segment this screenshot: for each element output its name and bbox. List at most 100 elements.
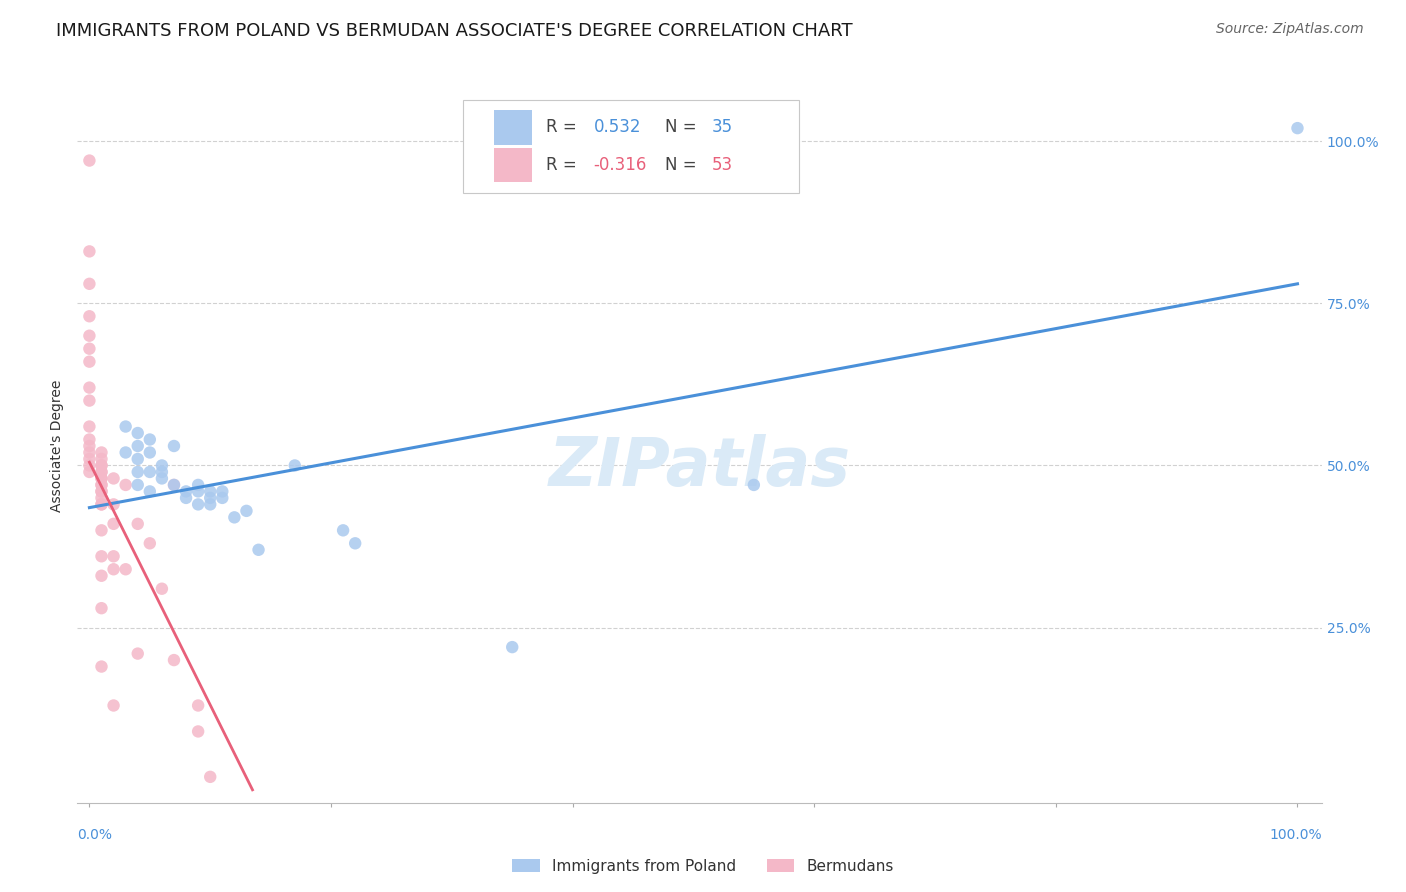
- Point: [187, 497, 209, 511]
- Point: [103, 516, 125, 531]
- Point: [150, 582, 173, 596]
- Point: [90, 465, 112, 479]
- Point: [90, 484, 112, 499]
- Point: [139, 484, 162, 499]
- Point: [224, 510, 246, 524]
- Point: [150, 471, 173, 485]
- Point: [79, 310, 101, 324]
- Point: [127, 439, 149, 453]
- Point: [211, 491, 233, 505]
- Point: [90, 445, 112, 459]
- Point: [163, 478, 186, 492]
- Point: [114, 478, 136, 492]
- Point: [163, 653, 186, 667]
- Point: [139, 536, 162, 550]
- Point: [79, 153, 101, 168]
- Point: [163, 478, 186, 492]
- Text: IMMIGRANTS FROM POLAND VS BERMUDAN ASSOCIATE'S DEGREE CORRELATION CHART: IMMIGRANTS FROM POLAND VS BERMUDAN ASSOC…: [56, 22, 853, 40]
- Point: [90, 471, 112, 485]
- Point: [79, 354, 101, 368]
- Point: [90, 568, 112, 582]
- Y-axis label: Associate's Degree: Associate's Degree: [51, 380, 65, 512]
- Point: [200, 770, 222, 784]
- Point: [174, 484, 197, 499]
- Text: 0.0%: 0.0%: [77, 828, 112, 842]
- Point: [1286, 121, 1309, 136]
- Point: [90, 484, 112, 499]
- Point: [90, 491, 112, 505]
- Point: [344, 536, 367, 550]
- Point: [150, 458, 173, 473]
- Text: 100.0%: 100.0%: [1270, 828, 1322, 842]
- Point: [90, 478, 112, 492]
- Point: [79, 445, 101, 459]
- Point: [103, 549, 125, 564]
- Point: [90, 478, 112, 492]
- Point: [742, 478, 765, 492]
- Point: [235, 504, 257, 518]
- Point: [79, 381, 101, 395]
- Point: [79, 393, 101, 408]
- Point: [79, 452, 101, 467]
- Point: [211, 484, 233, 499]
- Point: [127, 478, 149, 492]
- Point: [79, 433, 101, 447]
- Point: [90, 601, 112, 615]
- Text: R =: R =: [547, 119, 582, 136]
- Point: [139, 465, 162, 479]
- FancyBboxPatch shape: [494, 111, 531, 145]
- Point: [284, 458, 307, 473]
- Point: [247, 542, 270, 557]
- Point: [501, 640, 523, 654]
- Point: [79, 458, 101, 473]
- Point: [200, 491, 222, 505]
- Point: [150, 465, 173, 479]
- Point: [79, 465, 101, 479]
- FancyBboxPatch shape: [494, 148, 531, 182]
- Point: [103, 562, 125, 576]
- Point: [174, 491, 197, 505]
- Point: [90, 452, 112, 467]
- Point: [200, 484, 222, 499]
- Text: ZIPatlas: ZIPatlas: [548, 434, 851, 500]
- Text: R =: R =: [547, 156, 582, 174]
- Text: -0.316: -0.316: [593, 156, 647, 174]
- Point: [90, 458, 112, 473]
- Point: [200, 497, 222, 511]
- Point: [90, 659, 112, 673]
- Text: N =: N =: [665, 119, 702, 136]
- Point: [90, 471, 112, 485]
- Text: Source: ZipAtlas.com: Source: ZipAtlas.com: [1216, 22, 1364, 37]
- Point: [90, 549, 112, 564]
- Point: [187, 484, 209, 499]
- Point: [90, 465, 112, 479]
- Text: 0.532: 0.532: [593, 119, 641, 136]
- Point: [332, 524, 354, 538]
- Point: [79, 439, 101, 453]
- Text: 35: 35: [711, 119, 733, 136]
- Point: [90, 524, 112, 538]
- Point: [187, 698, 209, 713]
- Point: [90, 458, 112, 473]
- Point: [114, 562, 136, 576]
- Point: [127, 516, 149, 531]
- Point: [79, 342, 101, 356]
- Point: [127, 425, 149, 440]
- Point: [187, 478, 209, 492]
- Point: [163, 439, 186, 453]
- Point: [79, 277, 101, 291]
- Point: [127, 452, 149, 467]
- Point: [90, 497, 112, 511]
- Legend: Immigrants from Poland, Bermudans: Immigrants from Poland, Bermudans: [506, 853, 900, 880]
- Point: [139, 433, 162, 447]
- Point: [187, 724, 209, 739]
- Point: [103, 471, 125, 485]
- Point: [114, 419, 136, 434]
- Point: [79, 328, 101, 343]
- FancyBboxPatch shape: [463, 100, 799, 193]
- Point: [114, 445, 136, 459]
- Point: [103, 497, 125, 511]
- Point: [79, 244, 101, 259]
- Point: [127, 647, 149, 661]
- Point: [103, 698, 125, 713]
